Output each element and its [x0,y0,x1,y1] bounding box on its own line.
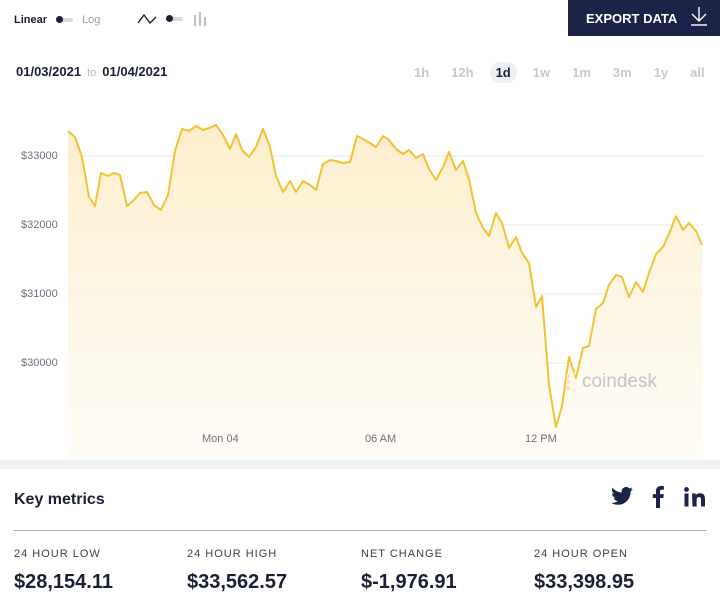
chart-toolbar: Linear Log EXPORT DATA [0,0,720,40]
price-chart-plot[interactable] [0,95,720,460]
period-selector: 1h 12h 1d 1w 1m 3m 1y all [408,62,720,83]
twitter-icon[interactable] [611,487,634,506]
metric-value: $33,398.95 [534,571,635,593]
period-all[interactable]: all [690,65,705,80]
linkedin-icon[interactable] [684,487,707,507]
date-range: 01/03/2021 to 01/04/2021 [16,64,167,79]
coindesk-logo-icon [566,372,576,392]
y-tick-32000: $32000 [21,219,58,231]
chart-type-switch[interactable] [166,15,183,22]
scale-switch[interactable] [56,16,74,23]
candlestick-chart-icon[interactable] [193,11,207,27]
coindesk-watermark: coindesk [564,371,657,393]
key-metrics-title: Key metrics [14,491,105,508]
range-end-date[interactable]: 01/04/2021 [102,64,168,79]
metric-net-change: NET CHANGE $-1,976.91 [361,548,457,594]
period-1w[interactable]: 1w [532,65,551,80]
metrics-divider [14,530,706,531]
period-1m[interactable]: 1m [572,65,591,80]
period-3m[interactable]: 3m [612,65,632,80]
range-separator: to [87,67,97,79]
period-1d[interactable]: 1d [489,62,517,83]
period-1h[interactable]: 1h [414,65,430,80]
metric-value: $33,562.57 [187,571,288,593]
period-1y[interactable]: 1y [653,65,669,80]
metric-value: $28,154.11 [14,571,113,593]
linkedin-share[interactable] [684,487,707,507]
metric-label: 24 HOUR OPEN [534,548,628,560]
metric-24h-low: 24 HOUR LOW $28,154.11 [14,548,113,594]
period-12h[interactable]: 12h [451,65,474,80]
x-tick-06-am: 06 AM [365,433,397,445]
chart-type-toggle[interactable] [137,11,207,27]
x-tick-mon-04: Mon 04 [202,433,239,445]
metric-24h-open: 24 HOUR OPEN $33,398.95 [534,548,634,594]
price-area-fill [68,125,702,460]
switch-knob [166,15,173,22]
line-chart-icon[interactable] [137,13,157,25]
linear-scale-label[interactable]: Linear [14,14,48,26]
x-tick-12-pm: 12 PM [525,433,557,445]
twitter-share[interactable] [611,487,634,506]
export-data-label: EXPORT DATA [586,10,678,26]
metric-24h-high: 24 HOUR HIGH $33,562.57 [187,548,287,594]
facebook-share[interactable] [652,486,664,508]
switch-knob [56,16,64,23]
watermark-text: coindesk [582,371,657,392]
metric-value: $-1,976.91 [361,571,457,593]
metric-label: 24 HOUR LOW [14,548,101,560]
export-data-button[interactable]: EXPORT DATA [568,0,720,36]
scale-toggle[interactable]: Linear Log [14,14,100,26]
price-chart[interactable]: $33000 $32000 $31000 $30000 Mon 04 06 AM… [0,95,720,460]
facebook-icon[interactable] [652,486,664,508]
y-tick-30000: $30000 [21,357,58,369]
y-tick-33000: $33000 [21,150,58,162]
price-line [67,124,703,428]
download-icon [691,7,707,26]
range-start-date[interactable]: 01/03/2021 [16,64,82,79]
metric-label: 24 HOUR HIGH [187,548,278,560]
y-tick-31000: $31000 [21,288,58,300]
metric-label: NET CHANGE [361,548,443,560]
log-scale-label[interactable]: Log [82,14,101,26]
section-divider-band [0,460,720,469]
